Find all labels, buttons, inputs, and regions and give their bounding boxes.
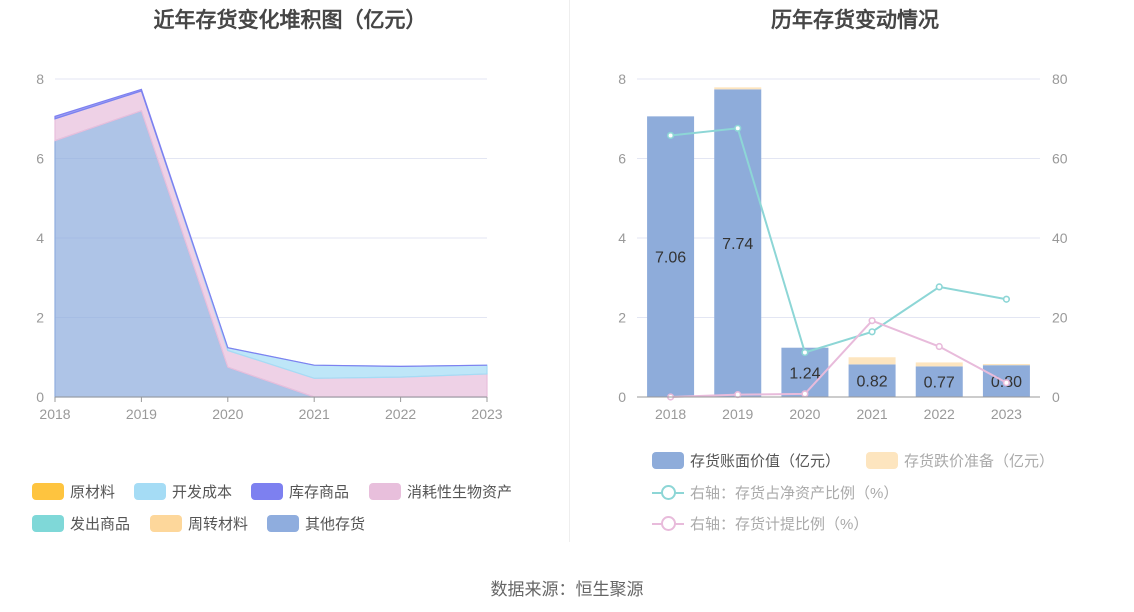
y-tick-label: 4 — [618, 230, 626, 246]
legend-swatch — [652, 515, 684, 532]
bar-book-value — [848, 364, 896, 397]
x-tick-label: 2020 — [789, 406, 820, 422]
x-tick-label: 2023 — [991, 406, 1022, 422]
x-tick-label: 2018 — [655, 406, 686, 422]
line-point — [935, 283, 943, 291]
y-tick-label: 2 — [36, 310, 44, 326]
y2-tick-label: 0 — [1052, 389, 1060, 405]
bar-value-label: 7.06 — [655, 250, 686, 267]
y-tick-label: 0 — [36, 389, 44, 405]
legend-swatch — [32, 515, 64, 532]
x-tick-label: 2020 — [212, 406, 243, 422]
x-tick-label: 2019 — [722, 406, 753, 422]
legend-swatch — [251, 483, 283, 500]
x-tick-label: 2022 — [924, 406, 955, 422]
legend-label: 右轴：存货占净资产比例（%） — [690, 485, 899, 502]
area-库存商品 — [54, 88, 488, 367]
legend-item[interactable]: 周转材料 — [150, 513, 248, 534]
x-tick-label: 2021 — [299, 406, 330, 422]
legend-swatch — [267, 515, 299, 532]
y2-tick-label: 20 — [1052, 310, 1068, 326]
legend-item[interactable]: 存货跌价准备（亿元） — [866, 450, 1054, 471]
y-tick-label: 2 — [618, 310, 626, 326]
line-point — [868, 317, 876, 325]
legend-label: 存货跌价准备（亿元） — [904, 453, 1055, 470]
legend-swatch — [134, 483, 166, 500]
legend-item[interactable]: 存货账面价值（亿元） — [652, 450, 840, 471]
bar-book-value — [915, 366, 963, 397]
y-tick-label: 0 — [618, 389, 626, 405]
legend-item[interactable]: 发出商品 — [32, 513, 130, 534]
bar-value-label: 7.74 — [722, 236, 753, 253]
x-tick-label: 2021 — [857, 406, 888, 422]
panel-divider — [569, 0, 570, 542]
legend-item[interactable]: 原材料 — [32, 481, 115, 502]
stacked-area-chart: 0 2 4 6 8 2018 2019 2020 2021 2022 2023 — [36, 71, 503, 422]
legend-label: 右轴：存货计提比例（%） — [690, 516, 869, 533]
line-point — [868, 328, 876, 336]
legend-item[interactable]: 开发成本 — [134, 481, 232, 502]
line-net-asset-ratio — [670, 127, 1007, 354]
legend-label: 开发成本 — [172, 484, 233, 501]
right-chart-title: 历年存货变动情况 — [771, 9, 939, 32]
data-source-note: 数据来源：恒生聚源 — [490, 580, 644, 599]
legend-label: 其他存货 — [305, 516, 366, 533]
bar-impairment — [915, 362, 963, 367]
y-tick-label: 6 — [36, 151, 44, 167]
legend-swatch — [652, 484, 684, 501]
bar-impairment — [982, 364, 1030, 366]
line-point — [801, 348, 809, 357]
legend-label: 原材料 — [70, 484, 116, 501]
bar-impairment — [848, 357, 896, 365]
bar-value-label: 1.24 — [789, 365, 820, 382]
legend-label: 周转材料 — [188, 516, 249, 533]
left-chart-title: 近年存货变化堆积图（亿元） — [153, 9, 427, 32]
legend-item[interactable]: 右轴：存货占净资产比例（%） — [652, 482, 898, 503]
line-point — [801, 390, 809, 398]
legend-item[interactable]: 库存商品 — [251, 481, 349, 502]
y2-tick-label: 60 — [1052, 151, 1068, 167]
area-其他存货 — [54, 110, 487, 398]
y2-tick-label: 80 — [1052, 71, 1068, 87]
line-point — [666, 131, 675, 140]
x-tick-label: 2023 — [471, 406, 502, 422]
inventory-bar-line-chart: 002204406608807.067.741.240.820.770.8020… — [618, 71, 1068, 422]
bar-value-label: 0.77 — [924, 375, 955, 392]
y-tick-label: 4 — [36, 230, 44, 246]
x-tick-label: 2019 — [126, 406, 157, 422]
y-tick-label: 8 — [36, 71, 44, 87]
line-point — [935, 342, 943, 351]
line-point — [734, 124, 742, 132]
line-provision-ratio — [670, 319, 1007, 398]
line-point — [1002, 379, 1011, 387]
x-tick-label: 2022 — [385, 406, 416, 422]
legend-label: 库存商品 — [289, 484, 350, 501]
legend-item[interactable]: 其他存货 — [267, 513, 365, 534]
bar-value-label: 0.82 — [857, 374, 888, 391]
y-tick-label: 8 — [618, 71, 626, 87]
y-tick-label: 6 — [618, 151, 626, 167]
bar-book-value — [647, 116, 695, 398]
legend-label: 消耗性生物资产 — [407, 484, 513, 501]
legend-item[interactable]: 右轴：存货计提比例（%） — [652, 513, 868, 534]
bar-book-value — [714, 89, 762, 398]
line-point — [1002, 295, 1011, 303]
legend-swatch — [32, 483, 64, 500]
legend-item[interactable]: 消耗性生物资产 — [369, 481, 512, 502]
legend-swatch — [866, 452, 898, 469]
legend-swatch — [369, 483, 401, 500]
x-tick-label: 2018 — [39, 406, 70, 422]
legend-label: 存货账面价值（亿元） — [690, 453, 841, 470]
y2-tick-label: 40 — [1052, 230, 1068, 246]
legend-swatch — [652, 452, 684, 469]
legend-label: 发出商品 — [70, 516, 131, 533]
bar-impairment — [714, 87, 762, 90]
legend-swatch — [150, 515, 182, 532]
